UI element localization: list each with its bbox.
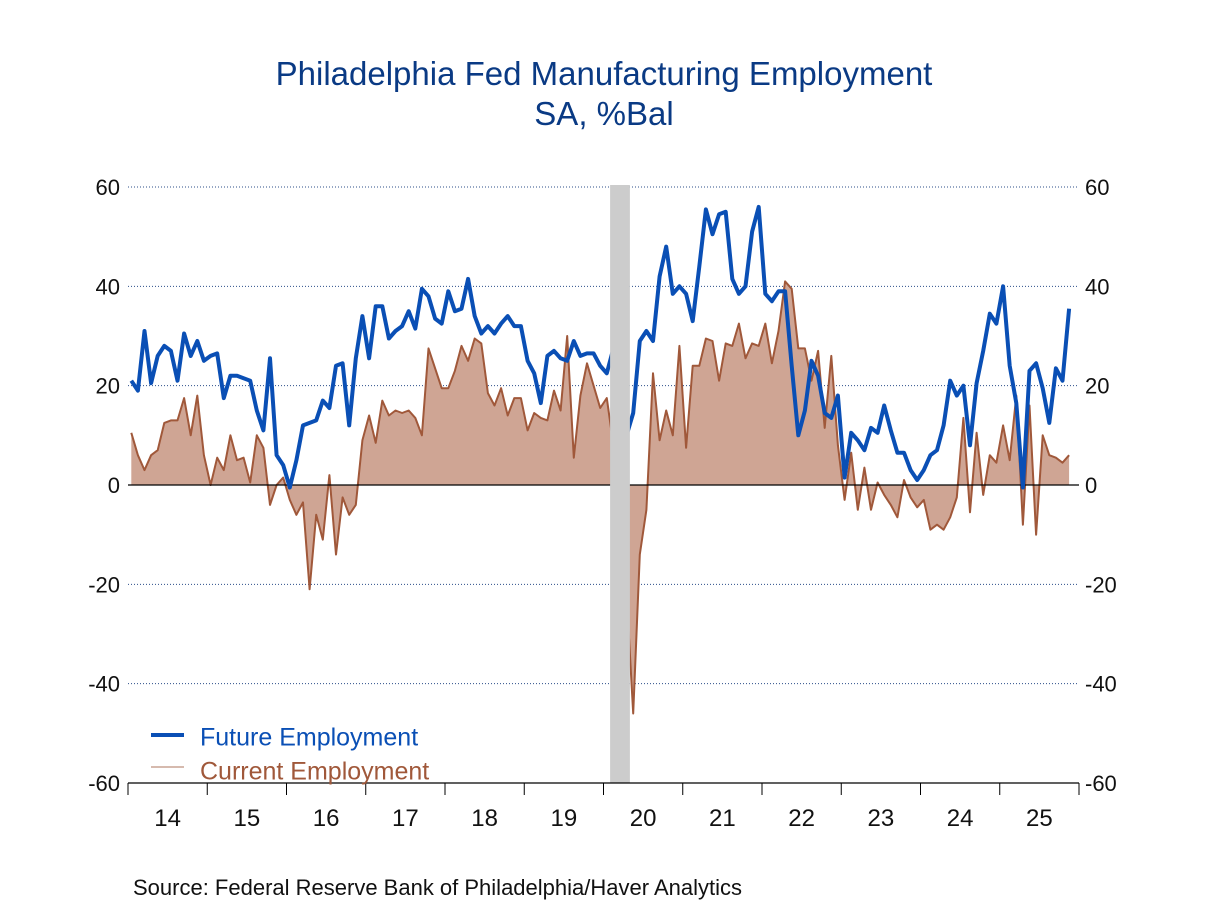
legend: Future Employment Current Employment (151, 724, 429, 786)
y-tick-label-left: 0 (108, 473, 120, 498)
x-tick-label: 21 (709, 805, 736, 832)
y-tick-label-left: -20 (88, 572, 120, 597)
x-tick-label: 17 (392, 805, 419, 832)
y-tick-label-right: -20 (1085, 572, 1117, 597)
source-note: Source: Federal Reserve Bank of Philadel… (133, 875, 742, 900)
future-employment-line-layer (129, 204, 1072, 490)
recession-bar (610, 185, 630, 783)
x-tick-label: 22 (788, 805, 815, 832)
x-tick-label: 20 (630, 805, 657, 832)
y-tick-label-left: -40 (88, 672, 120, 697)
x-tick-label: 19 (551, 805, 578, 832)
x-tick-label: 14 (154, 805, 181, 832)
chart-title-group: Philadelphia Fed Manufacturing Employmen… (276, 55, 933, 132)
y-tick-label-right: 40 (1085, 274, 1109, 299)
x-tick-label: 16 (313, 805, 340, 832)
x-tick-label: 23 (868, 805, 895, 832)
axes (127, 782, 1080, 795)
legend-label-future-employment: Future Employment (200, 724, 418, 752)
chart-title: Philadelphia Fed Manufacturing Employmen… (276, 55, 933, 92)
current-employment-area (131, 281, 1070, 714)
recession-shading-layer (610, 185, 630, 783)
legend-label-current-employment: Current Employment (200, 758, 429, 786)
x-tick-label: 24 (947, 805, 974, 832)
gridlines (128, 186, 1079, 685)
y-axis-left-labels: 60 40 20 0 -20 -40 -60 (88, 175, 120, 796)
y-tick-label-right: 20 (1085, 374, 1109, 399)
x-tick-label: 15 (234, 805, 261, 832)
y-tick-label-left: 20 (96, 374, 120, 399)
y-axis-right-labels: 60 40 20 0 -20 -40 -60 (1085, 175, 1117, 796)
chart-subtitle: SA, %Bal (534, 95, 673, 132)
x-tick-label: 18 (471, 805, 498, 832)
y-tick-label-left: -60 (88, 771, 120, 796)
y-tick-label-left: 40 (96, 274, 120, 299)
y-tick-label-right: 60 (1085, 175, 1109, 200)
y-tick-label-left: 60 (96, 175, 120, 200)
current-employment-area-layer (130, 280, 1070, 715)
y-tick-label-right: -40 (1085, 672, 1117, 697)
y-tick-label-right: -60 (1085, 771, 1117, 796)
y-tick-label-right: 0 (1085, 473, 1097, 498)
x-axis-labels: 14 15 16 17 18 19 20 21 22 23 24 25 (154, 805, 1053, 832)
x-tick-label: 25 (1026, 805, 1053, 832)
